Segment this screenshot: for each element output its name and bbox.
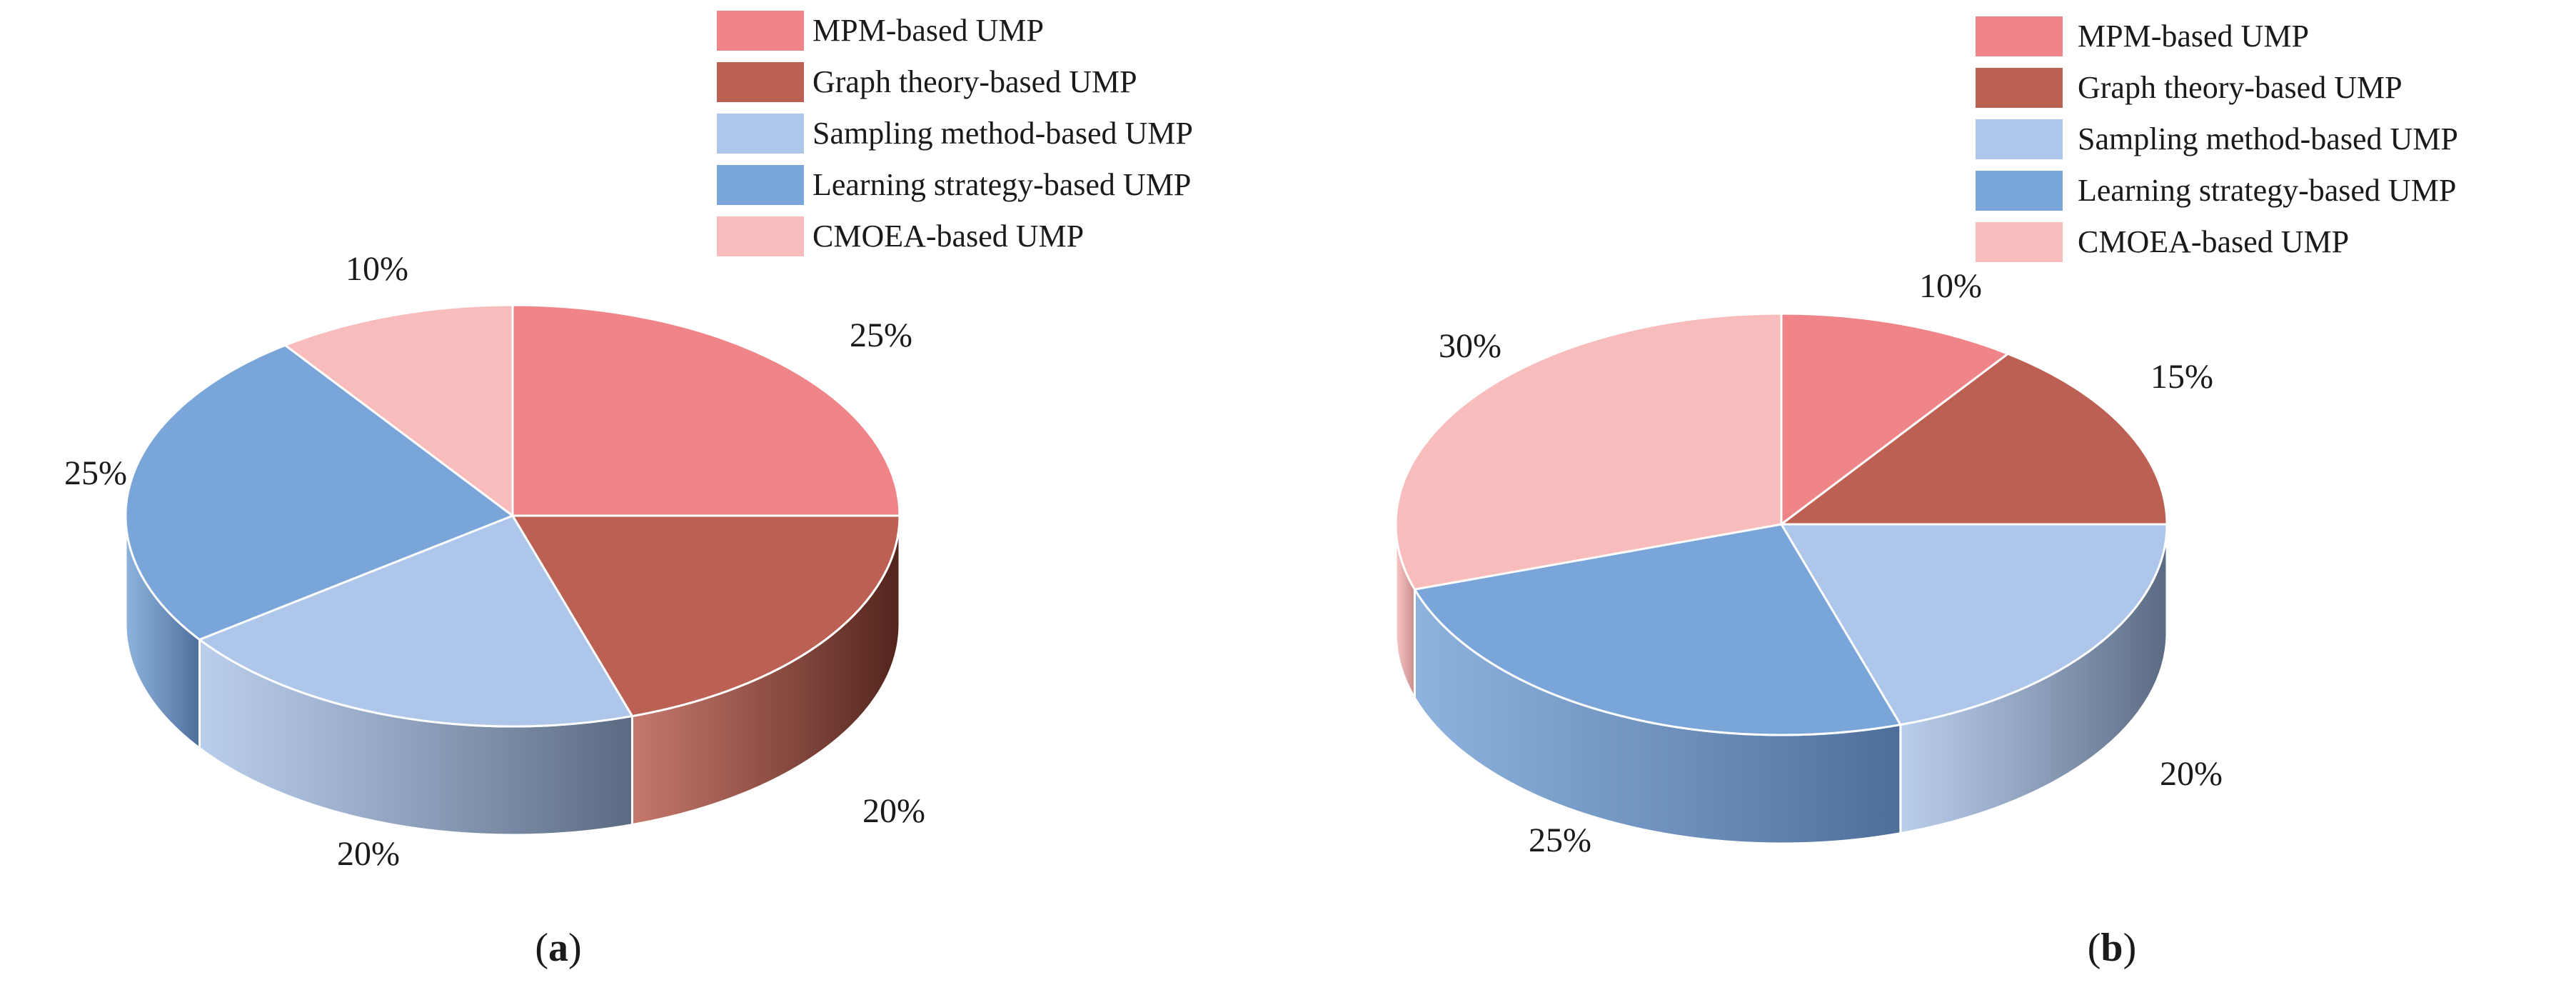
legend-b-item: MPM-based UMP (1976, 16, 2309, 56)
legend-a-swatch-mpm-based-ump (717, 11, 804, 51)
pie-b-slices (1394, 312, 2168, 736)
pie-b-slice-learning-strategy-based-ump (1413, 523, 1902, 736)
pie-a: 25% 20% 20% 25% 10% (64, 250, 925, 873)
legend-b-swatch-sampling-method-based-ump (1976, 119, 2063, 159)
legend-b-swatch-cmoea-based-ump (1976, 222, 2063, 262)
panel-label-b: (b) (2088, 926, 2136, 970)
pie-a-slice-cmoea-based-ump (283, 304, 514, 517)
pie-b: 10% 15% 20% 25% 30% (1394, 267, 2223, 859)
pie-a-label-learning-strategy-based-ump: 25% (64, 454, 127, 492)
legend-a-swatch-graph-theory-based-ump (717, 62, 804, 102)
legend-a-swatch-cmoea-based-ump (717, 216, 804, 256)
legend-a-swatch-learning-strategy-based-ump (717, 165, 804, 205)
legend-b-swatch-graph-theory-based-ump (1976, 68, 2063, 108)
legend-b-label-mpm-based-ump: MPM-based UMP (2078, 19, 2309, 54)
legend-b: MPM-based UMP Graph theory-based UMP Sampl… (1976, 16, 2458, 262)
legend-b-label-cmoea-based-ump: CMOEA-based UMP (2078, 224, 2349, 259)
panel-label-a: (a) (535, 926, 581, 970)
legend-a-item: MPM-based UMP (717, 11, 1044, 51)
legend-b-item: Sampling method-based UMP (1976, 119, 2458, 159)
legend-b-item: Learning strategy-based UMP (1976, 171, 2456, 211)
legend-a-label-graph-theory-based-ump: Graph theory-based UMP (812, 64, 1137, 99)
pie-b-label-mpm-based-ump: 10% (1919, 267, 1982, 305)
legend-a-item: Learning strategy-based UMP (717, 165, 1191, 205)
pie-a-side-walls (124, 515, 901, 836)
legend-a-label-sampling-method-based-ump: Sampling method-based UMP (812, 116, 1193, 151)
pie-b-slice-mpm-based-ump (1780, 312, 2009, 526)
pie-b-label-cmoea-based-ump: 30% (1439, 327, 1501, 365)
legend-a-item: Sampling method-based UMP (717, 114, 1193, 154)
pie-a-label-cmoea-based-ump: 10% (346, 250, 408, 288)
pie-b-slice-sampling-method-based-ump (1780, 523, 2168, 726)
legend-b-swatch-mpm-based-ump (1976, 16, 2063, 56)
legend-b-label-graph-theory-based-ump: Graph theory-based UMP (2078, 70, 2403, 105)
pie-chart-b: MPM-based UMP Graph theory-based UMP Sampl… (1394, 16, 2458, 970)
legend-a-label-mpm-based-ump: MPM-based UMP (812, 13, 1044, 48)
pie-a-slices (124, 304, 901, 728)
pie-chart-a: MPM-based UMP Graph theory-based UMP Sampl… (64, 11, 1193, 970)
pie-b-slice-cmoea-based-ump (1394, 312, 1783, 591)
pie-a-slice-sampling-method-based-ump (198, 514, 633, 728)
legend-a-item: CMOEA-based UMP (717, 216, 1084, 256)
legend-a-label-cmoea-based-ump: CMOEA-based UMP (812, 219, 1084, 254)
legend-a: MPM-based UMP Graph theory-based UMP Sampl… (717, 11, 1193, 256)
pie-b-label-learning-strategy-based-ump: 25% (1529, 821, 1591, 859)
pie-a-label-sampling-method-based-ump: 20% (337, 835, 400, 873)
legend-b-label-learning-strategy-based-ump: Learning strategy-based UMP (2078, 173, 2456, 208)
pie-a-label-graph-theory-based-ump: 20% (862, 792, 925, 830)
pie-a-slice-graph-theory-based-ump (511, 514, 901, 718)
legend-b-item: CMOEA-based UMP (1976, 222, 2349, 262)
legend-b-item: Graph theory-based UMP (1976, 68, 2403, 108)
pie-b-slice-graph-theory-based-ump (1780, 352, 2168, 526)
pie-b-label-graph-theory-based-ump: 15% (2150, 358, 2213, 396)
pie-a-slice-mpm-based-ump (511, 304, 901, 517)
legend-b-label-sampling-method-based-ump: Sampling method-based UMP (2078, 121, 2458, 156)
legend-a-item: Graph theory-based UMP (717, 62, 1137, 102)
pie-b-label-sampling-method-based-ump: 20% (2160, 755, 2223, 793)
legend-a-swatch-sampling-method-based-ump (717, 114, 804, 154)
legend-a-label-learning-strategy-based-ump: Learning strategy-based UMP (812, 167, 1191, 202)
pie-a-label-mpm-based-ump: 25% (850, 316, 912, 354)
legend-b-swatch-learning-strategy-based-ump (1976, 171, 2063, 211)
pie-a-slice-learning-strategy-based-ump (124, 344, 514, 641)
